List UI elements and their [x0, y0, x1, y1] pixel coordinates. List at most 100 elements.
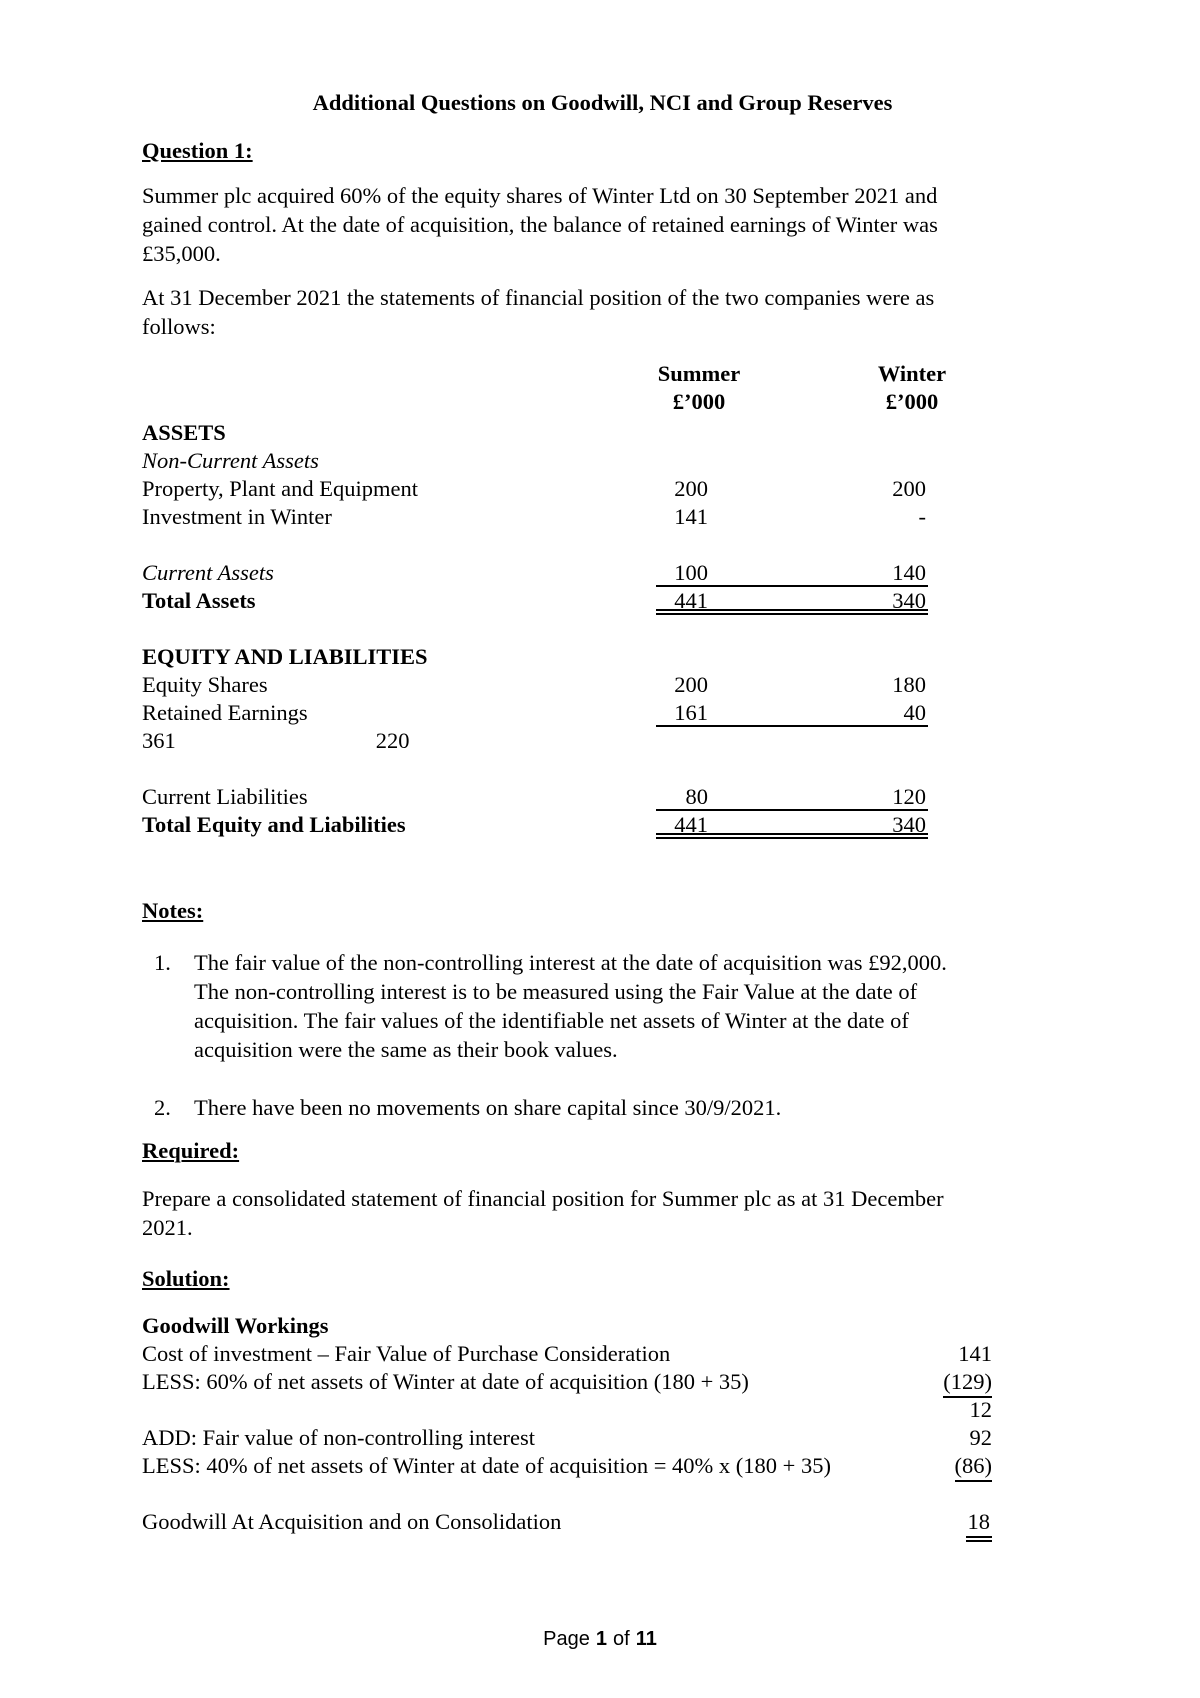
footer-total-pages: 11: [635, 1628, 657, 1650]
table-row: Equity Shares 200 180: [142, 671, 1063, 699]
wrapped-values-row: 361 220: [142, 727, 656, 755]
winter-value: 120: [892, 784, 926, 809]
goodwill-workings-heading: Goodwill Workings: [142, 1313, 329, 1338]
intro-paragraph: Summer plc acquired 60% of the equity sh…: [142, 181, 1063, 268]
goodwill-row-value: (86): [954, 1452, 992, 1482]
winter-column-header: Winter £’000: [837, 360, 987, 416]
row-label: Investment in Winter: [142, 504, 332, 529]
note-number: 1.: [154, 950, 171, 975]
table-row: Current Liabilities 80 120: [142, 783, 1063, 811]
note-line: There have been no movements on share ca…: [194, 1095, 782, 1120]
row-label: EQUITY AND LIABILITIES: [142, 644, 428, 669]
note-text: There have been no movements on share ca…: [194, 1093, 1063, 1122]
summer-value: 441: [674, 588, 708, 613]
note-item: 1. The fair value of the non-controlling…: [142, 948, 1063, 1064]
row-label: Total Equity and Liabilities: [142, 812, 406, 837]
notes-heading: Notes:: [142, 898, 204, 923]
note-text: The fair value of the non-controlling in…: [194, 948, 1063, 1064]
row-label: Current Liabilities: [142, 784, 308, 809]
goodwill-row-value: 12: [969, 1397, 993, 1422]
footer-page-label: Page: [543, 1628, 590, 1650]
row-label: Property, Plant and Equipment: [142, 476, 418, 501]
winter-value: 40: [903, 700, 927, 725]
wrapped-winter-total: 220: [375, 728, 410, 753]
winter-column-units: £’000: [885, 389, 939, 414]
page-footer: Page 1 of 11: [0, 1626, 1200, 1652]
table-row: Total Assets 441 340: [142, 587, 1063, 615]
winter-value: -: [918, 504, 927, 529]
blank-row: [142, 615, 1063, 643]
footer-page-number: 1: [595, 1628, 607, 1650]
table-row: Property, Plant and Equipment 200 200: [142, 475, 1063, 503]
paragraph-line: £35,000.: [142, 241, 221, 266]
footer-of-label: of: [613, 1628, 630, 1650]
goodwill-row: ADD: Fair value of non-controlling inter…: [142, 1424, 1063, 1452]
table-row: Non-Current Assets: [142, 447, 1063, 475]
goodwill-row-label: Goodwill At Acquisition and on Consolida…: [142, 1509, 562, 1534]
winter-value: 200: [892, 476, 926, 501]
goodwill-row-value: 92: [969, 1425, 993, 1450]
row-label: Current Assets: [142, 560, 274, 585]
winter-value: 180: [892, 672, 926, 697]
note-line: acquisition. The fair values of the iden…: [194, 1008, 909, 1033]
winter-value: 340: [892, 588, 926, 613]
row-label: Total Assets: [142, 588, 256, 613]
blank-row: [142, 531, 1063, 559]
goodwill-row-label: Cost of investment – Fair Value of Purch…: [142, 1341, 671, 1366]
goodwill-row: Cost of investment – Fair Value of Purch…: [142, 1340, 1063, 1368]
blank-row: [142, 755, 1063, 783]
required-heading: Required:: [142, 1138, 240, 1163]
winter-column-name: Winter: [877, 361, 947, 386]
table-row: Total Equity and Liabilities 441 340: [142, 811, 1063, 839]
note-number: 2.: [154, 1095, 171, 1120]
goodwill-row: Goodwill At Acquisition and on Consolida…: [142, 1508, 1063, 1542]
goodwill-row: LESS: 40% of net assets of Winter at dat…: [142, 1452, 1063, 1482]
goodwill-workings-table: Cost of investment – Fair Value of Purch…: [142, 1340, 1063, 1542]
paragraph-line: gained control. At the date of acquisiti…: [142, 212, 938, 237]
paragraph-line: follows:: [142, 314, 216, 339]
financial-position-table: Summer £’000 Winter £’000 ASSETS Non-Cur…: [142, 359, 1063, 839]
summer-value: 80: [685, 784, 709, 809]
table-row: Current Assets 100 140: [142, 559, 1063, 587]
goodwill-row: 12: [142, 1396, 1063, 1424]
goodwill-row-label: LESS: 40% of net assets of Winter at dat…: [142, 1453, 831, 1478]
goodwill-row-label: ADD: Fair value of non-controlling inter…: [142, 1425, 536, 1450]
summer-value: 141: [674, 504, 708, 529]
required-paragraph: Prepare a consolidated statement of fina…: [142, 1184, 1063, 1242]
row-label: Retained Earnings: [142, 700, 308, 725]
table-row: Retained Earnings 161 40: [142, 699, 1063, 727]
note-line: The non-controlling interest is to be me…: [194, 979, 918, 1004]
goodwill-row-value: 141: [958, 1341, 992, 1366]
paragraph-line: 2021.: [142, 1215, 193, 1240]
goodwill-row: LESS: 60% of net assets of Winter at dat…: [142, 1368, 1063, 1398]
table-row: Investment in Winter 141 -: [142, 503, 1063, 531]
note-line: acquisition were the same as their book …: [194, 1037, 618, 1062]
summer-column-name: Summer: [657, 361, 741, 386]
summer-value: 200: [674, 672, 708, 697]
goodwill-row-label: [142, 1396, 862, 1424]
goodwill-row-value: 18: [965, 1508, 992, 1542]
position-paragraph: At 31 December 2021 the statements of fi…: [142, 283, 1063, 341]
row-label: Equity Shares: [142, 672, 268, 697]
paragraph-line: Prepare a consolidated statement of fina…: [142, 1186, 944, 1211]
solution-heading: Solution:: [142, 1266, 230, 1291]
row-label: ASSETS: [142, 420, 226, 445]
winter-value: 340: [892, 812, 926, 837]
summer-value: 200: [674, 476, 708, 501]
paragraph-line: At 31 December 2021 the statements of fi…: [142, 285, 935, 310]
note-line: The fair value of the non-controlling in…: [194, 950, 947, 975]
table-row: EQUITY AND LIABILITIES: [142, 643, 1063, 671]
table-row: 361 220: [142, 727, 1063, 755]
summer-value: 161: [674, 700, 708, 725]
table-row: ASSETS: [142, 419, 1063, 447]
row-label: Non-Current Assets: [142, 448, 319, 473]
wrapped-summer-total: 361: [142, 728, 176, 753]
blank-row: [142, 1480, 1063, 1508]
question-heading: Question 1:: [142, 138, 253, 163]
summer-value: 100: [674, 560, 708, 585]
summer-value: 441: [674, 812, 708, 837]
goodwill-row-value: (129): [943, 1368, 992, 1398]
summer-column-units: £’000: [672, 389, 726, 414]
note-item: 2. There have been no movements on share…: [142, 1093, 1063, 1122]
